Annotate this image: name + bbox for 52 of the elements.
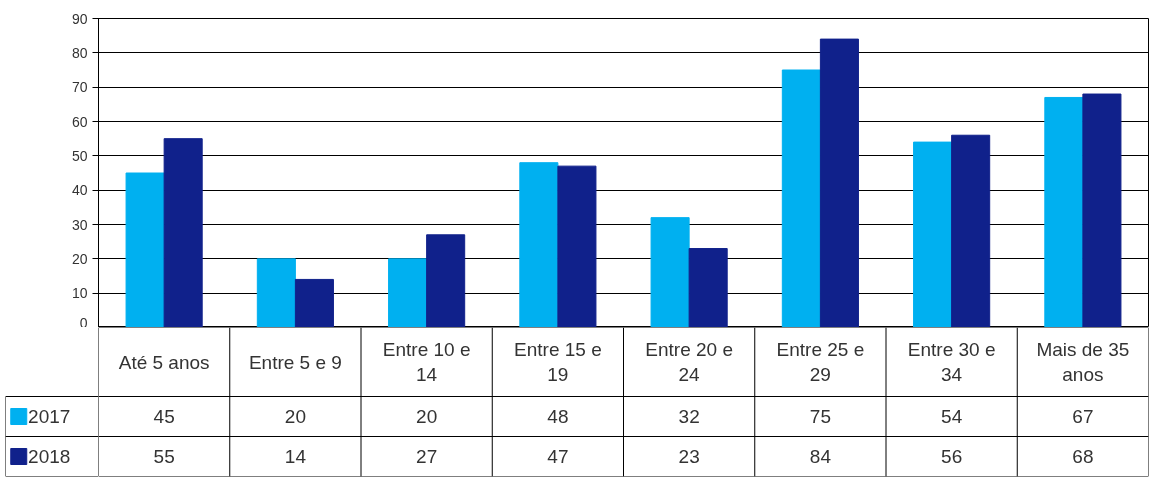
y-tick-label: 30 <box>71 216 88 233</box>
y-tick-label: 0 <box>79 314 88 331</box>
data-label: 23 <box>678 446 700 467</box>
data-label: 20 <box>284 406 306 427</box>
data-label: 45 <box>153 406 175 427</box>
bar <box>557 165 597 327</box>
data-label: 48 <box>547 406 569 427</box>
bar <box>781 69 821 327</box>
data-label: 47 <box>547 446 569 467</box>
x-tick-label: Entre 5 e 9 <box>248 351 342 373</box>
data-label: 84 <box>809 446 832 467</box>
y-tick-label: 40 <box>71 182 88 199</box>
bar <box>426 234 466 327</box>
x-tick-label: Mais de 35 anos <box>1036 339 1130 385</box>
legend-label: 2018 <box>28 446 71 467</box>
data-label: 54 <box>941 406 963 427</box>
data-label: 55 <box>153 446 175 467</box>
legend-label: 2017 <box>28 406 71 427</box>
x-tick-label: Até 5 anos <box>118 351 210 373</box>
data-label: 56 <box>941 446 963 467</box>
y-tick-label: 70 <box>71 79 88 96</box>
bar <box>650 217 690 327</box>
y-tick-label: 80 <box>71 44 88 61</box>
bar <box>1082 93 1122 327</box>
y-tick-label: 90 <box>71 10 88 27</box>
data-label: 68 <box>1072 446 1094 467</box>
x-tick-label: Entre 10 e 14 <box>382 339 471 385</box>
y-tick-label: 10 <box>71 285 88 302</box>
x-tick-label: Entre 25 e 29 <box>776 339 865 385</box>
data-label: 20 <box>416 406 438 427</box>
bar <box>688 248 728 327</box>
x-tick-label: Entre 15 e 19 <box>514 339 602 385</box>
data-label: 75 <box>809 406 831 427</box>
bar <box>163 138 203 327</box>
data-label: 14 <box>284 446 307 467</box>
data-label: 27 <box>416 446 438 467</box>
data-label: 67 <box>1072 406 1094 427</box>
x-tick-label: Entre 20 e 24 <box>645 339 733 385</box>
y-tick-label: 60 <box>71 113 88 130</box>
bar <box>951 134 991 327</box>
x-tick-label: Entre 30 e 34 <box>907 339 996 385</box>
bar <box>1044 96 1084 327</box>
y-tick-label: 20 <box>71 250 88 267</box>
bar <box>819 38 859 327</box>
data-label: 32 <box>678 406 700 427</box>
bar <box>519 162 559 327</box>
bar <box>256 258 296 327</box>
bar <box>294 278 334 327</box>
bar <box>913 141 953 327</box>
bar <box>125 172 165 327</box>
y-tick-label: 50 <box>71 147 88 164</box>
bar <box>388 258 428 327</box>
